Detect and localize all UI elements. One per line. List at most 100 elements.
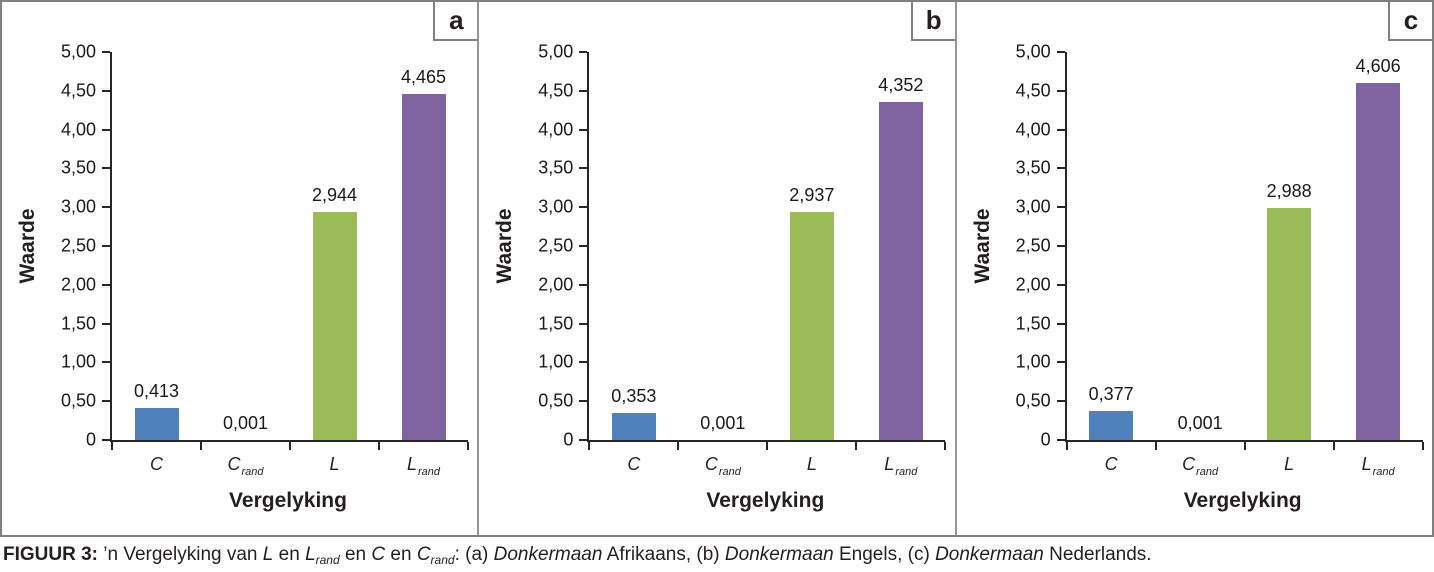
bar-L: [1267, 208, 1312, 440]
y-tick-label: 3,00: [1015, 196, 1051, 217]
caption-segment: Donkermaan: [493, 543, 603, 565]
y-tick-mark: [102, 400, 110, 403]
y-tick-label: 0: [1040, 429, 1051, 450]
bar-L-rand: [878, 102, 923, 440]
y-tick-mark: [579, 89, 588, 92]
y-tick-mark: [102, 322, 110, 325]
category-label: L: [1284, 454, 1294, 475]
y-tick-mark: [1056, 283, 1065, 286]
category-label: Crand: [227, 454, 264, 478]
y-tick-label: 3,50: [60, 157, 96, 178]
bar-value-label: 0,353: [611, 385, 657, 406]
bar-value-label: 4,465: [400, 66, 447, 87]
y-tick-label: 2,50: [1015, 235, 1051, 256]
y-tick-label: 3,00: [538, 196, 574, 217]
y-tick-label: 5,00: [60, 41, 96, 62]
caption-segment: Engels, (c): [833, 543, 936, 565]
y-tick-label: 2,50: [538, 235, 574, 256]
y-tick-mark: [102, 439, 110, 441]
caption-segment: L: [262, 543, 274, 565]
bar-C: [1089, 410, 1134, 440]
category-subscript: rand: [417, 466, 441, 478]
x-tick-mark: [111, 442, 113, 450]
y-tick-label: 2,00: [60, 274, 96, 295]
chart-panels: a Waarde 5,00 4,50 4,00 3,50 3,00 2,50 2,00 1,5…: [0, 0, 1434, 537]
chart-panel-c: c Waarde 5,00 4,50 4,00 3,50 3,00 2,50 2,00 1,5…: [954, 2, 1432, 535]
y-tick-mark: [102, 283, 110, 286]
y-tick-mark: [579, 245, 588, 247]
y-tick-mark: [102, 361, 110, 364]
y-tick-label: 0,50: [1015, 390, 1051, 411]
caption-segment: rand: [315, 552, 340, 567]
x-tick-mark: [1421, 442, 1424, 450]
x-tick-mark: [766, 442, 769, 450]
category-base: C: [627, 454, 641, 474]
category-subscript: rand: [895, 466, 918, 478]
caption-segment: rand: [430, 552, 455, 567]
category-base: C: [1104, 454, 1118, 474]
y-tick-label: 4,50: [1015, 80, 1051, 101]
category-subscript: rand: [241, 466, 264, 478]
caption-segment: en: [273, 543, 306, 565]
y-tick-mark: [102, 128, 110, 131]
y-tick-label: 1,50: [538, 313, 574, 334]
y-tick-label: 4,50: [538, 80, 574, 101]
panel-letter: b: [925, 5, 942, 35]
y-tick-mark: [1056, 400, 1065, 403]
panel-label-box: c: [1387, 2, 1432, 41]
category-base: L: [406, 454, 417, 474]
bar-value-label: 0,413: [133, 380, 180, 401]
y-tick-mark: [102, 167, 110, 170]
y-tick-label: 3,50: [1015, 157, 1051, 178]
caption-segment: en: [339, 543, 372, 565]
y-tick-label: 3,00: [60, 196, 96, 217]
caption-segment: C: [416, 543, 431, 565]
y-tick-label: 4,00: [1015, 119, 1051, 140]
caption-segment: C: [371, 543, 386, 565]
y-tick-mark: [579, 206, 588, 209]
y-axis-title: Waarde: [493, 208, 517, 284]
plot-area: 5,00 4,50 4,00 3,50 3,00 2,50 2,00 1,50 1,00 0,50…: [538, 42, 947, 478]
bar-value-label: 2,988: [1266, 181, 1312, 202]
y-tick-label: 2,00: [1015, 274, 1051, 295]
category-label: C: [627, 454, 640, 475]
plot-area: 5,00 4,50 4,00 3,50 3,00 2,50 2,00 1,50 1,00 0,50…: [1016, 42, 1424, 478]
caption-segment: Nederlands.: [1043, 543, 1152, 565]
y-tick-mark: [579, 167, 588, 170]
category-base: L: [884, 454, 895, 474]
category-label: L: [807, 454, 817, 475]
y-tick-label: 2,00: [538, 274, 574, 295]
bar-value-label: 2,944: [311, 184, 358, 205]
x-tick-mark: [677, 442, 680, 450]
bar-C: [611, 412, 656, 440]
bar-value-label: 0,001: [1177, 412, 1223, 433]
y-tick-mark: [102, 206, 110, 209]
y-tick-mark: [1056, 245, 1065, 247]
category-base: C: [704, 454, 718, 474]
y-tick-mark: [579, 283, 588, 286]
panel-letter: c: [1403, 5, 1419, 35]
y-tick-label: 1,00: [538, 351, 574, 372]
x-axis-title: Vergelyking: [229, 489, 347, 512]
y-tick-label: 3,50: [538, 157, 574, 178]
y-tick-mark: [1056, 167, 1065, 170]
caption-segment: Donkermaan: [935, 543, 1044, 565]
y-tick-mark: [579, 128, 588, 131]
y-tick-mark: [579, 361, 588, 364]
category-base: L: [1361, 454, 1372, 474]
category-label: Lrand: [1361, 454, 1395, 478]
category-label: Crand: [1182, 454, 1218, 478]
bar-value-label: 4,352: [878, 75, 924, 96]
x-tick-mark: [378, 442, 380, 450]
category-subscript: rand: [718, 466, 741, 478]
category-label: Crand: [704, 454, 741, 478]
bar-value-label: 4,606: [1355, 55, 1401, 76]
y-tick-mark: [1056, 439, 1065, 441]
y-tick-label: 4,00: [538, 119, 574, 140]
y-tick-label: 1,50: [60, 313, 96, 334]
chart-panel-a: a Waarde 5,00 4,50 4,00 3,50 3,00 2,50 2,00 1,5…: [2, 2, 478, 535]
category-base: L: [329, 454, 340, 474]
x-tick-mark: [1332, 442, 1335, 450]
category-base: L: [806, 454, 817, 474]
